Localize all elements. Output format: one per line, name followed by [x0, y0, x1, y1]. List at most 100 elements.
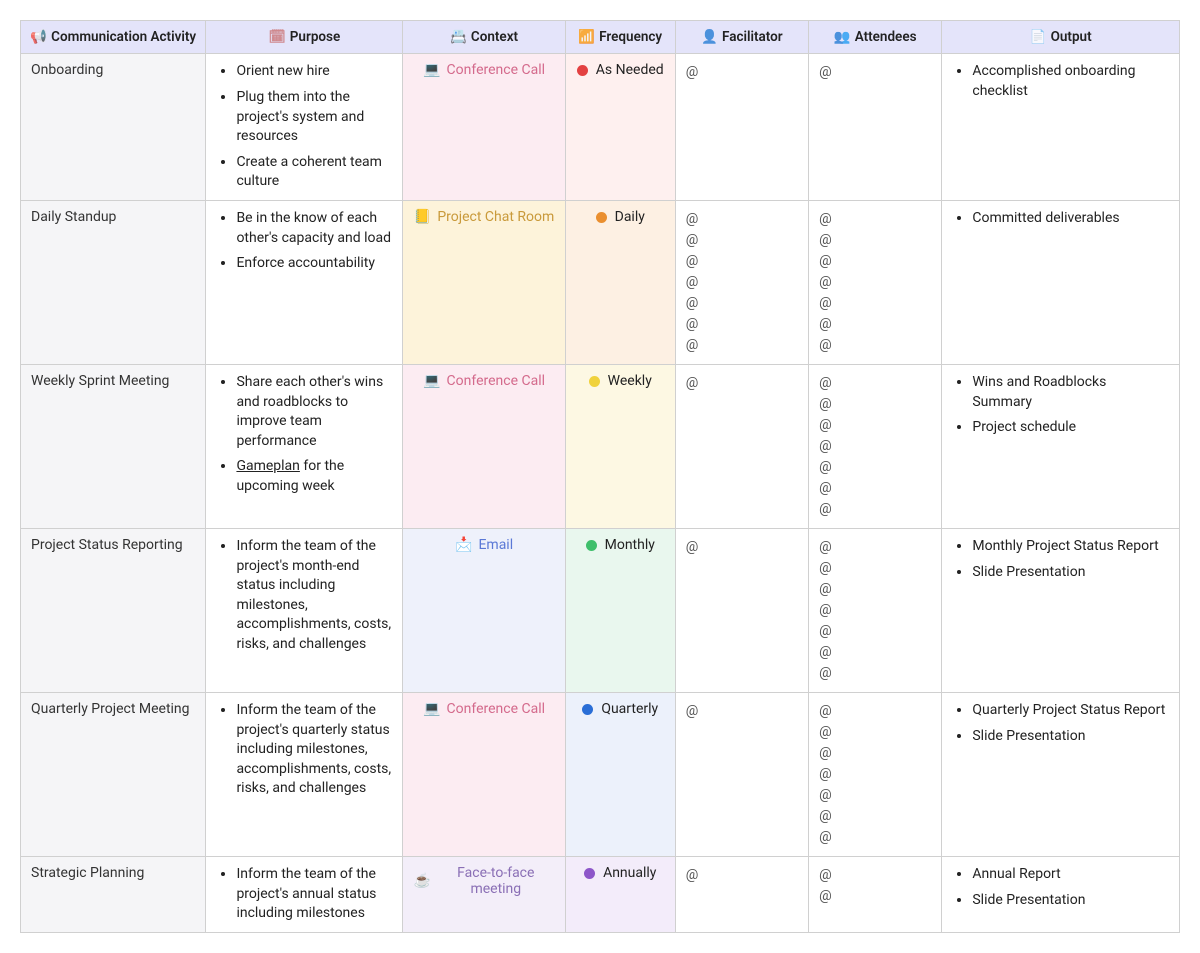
mention-placeholder[interactable]: @ [819, 701, 931, 722]
attendees-cell: @ [809, 54, 942, 201]
purpose-item: Inform the team of the project's quarter… [236, 701, 392, 799]
mention-placeholder[interactable]: @ [819, 722, 931, 743]
facilitator-cell: @ [675, 529, 808, 693]
frequency-cell: Monthly [565, 529, 675, 693]
context-label: Face-to-face meeting [437, 865, 555, 897]
column-header[interactable]: 📄Output [942, 21, 1180, 54]
mention-placeholder[interactable]: @ [819, 886, 931, 907]
mention-placeholder[interactable]: @ [819, 579, 931, 600]
output-item: Annual Report [972, 865, 1169, 885]
activity-cell: Quarterly Project Meeting [21, 693, 206, 857]
column-header[interactable]: 👤Facilitator [675, 21, 808, 54]
mention-placeholder[interactable]: @ [819, 785, 931, 806]
facilitator-cell: @ [675, 365, 808, 529]
mention-placeholder[interactable]: @ [819, 394, 931, 415]
frequency-cell: As Needed [565, 54, 675, 201]
mention-placeholder[interactable]: @ [686, 272, 798, 293]
mention-placeholder[interactable]: @ [686, 251, 798, 272]
mention-placeholder[interactable]: @ [819, 415, 931, 436]
context-cell: 💻Conference Call [403, 54, 565, 201]
activity-cell: Strategic Planning [21, 857, 206, 933]
purpose-cell: Be in the know of each other's capacity … [206, 201, 403, 365]
context-cell: 📒Project Chat Room [403, 201, 565, 365]
purpose-item: Create a coherent team culture [236, 153, 392, 192]
context-label: Conference Call [447, 701, 546, 717]
frequency-label: Monthly [605, 537, 655, 553]
mention-placeholder[interactable]: @ [686, 865, 798, 886]
mention-placeholder[interactable]: @ [686, 373, 798, 394]
table-row: Project Status ReportingInform the team … [21, 529, 1180, 693]
mention-placeholder[interactable]: @ [819, 478, 931, 499]
mention-placeholder[interactable]: @ [819, 743, 931, 764]
mention-placeholder[interactable]: @ [819, 499, 931, 520]
output-item: Accomplished onboarding checklist [972, 62, 1169, 101]
mention-placeholder[interactable]: @ [819, 865, 931, 886]
mention-placeholder[interactable]: @ [686, 62, 798, 83]
column-header[interactable]: 👥Attendees [809, 21, 942, 54]
mention-placeholder[interactable]: @ [686, 314, 798, 335]
mention-placeholder[interactable]: @ [686, 335, 798, 356]
mention-placeholder[interactable]: @ [819, 62, 931, 83]
mention-placeholder[interactable]: @ [819, 642, 931, 663]
frequency-label: Annually [603, 865, 656, 881]
mention-placeholder[interactable]: @ [819, 209, 931, 230]
column-header[interactable]: 📇Context [403, 21, 565, 54]
column-header[interactable]: 📢Communication Activity [21, 21, 206, 54]
mention-placeholder[interactable]: @ [819, 436, 931, 457]
header-icon: 📶 [578, 29, 595, 45]
mention-placeholder[interactable]: @ [819, 621, 931, 642]
mention-placeholder[interactable]: @ [819, 663, 931, 684]
context-icon: 💻 [423, 373, 440, 389]
mention-placeholder[interactable]: @ [819, 764, 931, 785]
purpose-item: Plug them into the project's system and … [236, 88, 392, 147]
output-cell: Quarterly Project Status Report Slide Pre… [942, 693, 1180, 857]
header-icon: 📄 [1030, 29, 1047, 45]
mention-placeholder[interactable]: @ [819, 537, 931, 558]
mention-placeholder[interactable]: @ [819, 827, 931, 848]
output-item: Quarterly Project Status Report [972, 701, 1169, 721]
mention-placeholder[interactable]: @ [819, 806, 931, 827]
frequency-dot [584, 868, 595, 879]
attendees-cell: @@@@@@@ [809, 365, 942, 529]
header-label: Attendees [855, 29, 917, 45]
mention-placeholder[interactable]: @ [819, 251, 931, 272]
activity-cell: Project Status Reporting [21, 529, 206, 693]
mention-placeholder[interactable]: @ [686, 209, 798, 230]
context-icon: 📒 [414, 209, 431, 225]
mention-placeholder[interactable]: @ [819, 230, 931, 251]
mention-placeholder[interactable]: @ [819, 600, 931, 621]
header-icon: 👤 [701, 29, 718, 45]
column-header[interactable]: 🗓Purpose [206, 21, 403, 54]
context-label: Conference Call [447, 62, 546, 78]
facilitator-cell: @ [675, 693, 808, 857]
output-cell: Monthly Project Status Report Slide Prese… [942, 529, 1180, 693]
attendees-cell: @@ [809, 857, 942, 933]
frequency-label: Daily [615, 209, 645, 225]
mention-placeholder[interactable]: @ [819, 293, 931, 314]
mention-placeholder[interactable]: @ [819, 373, 931, 394]
facilitator-cell: @ [675, 54, 808, 201]
output-item: Slide Presentation [972, 727, 1169, 747]
purpose-cell: Inform the team of the project's annual … [206, 857, 403, 933]
frequency-label: Weekly [608, 373, 652, 389]
mention-placeholder[interactable]: @ [819, 335, 931, 356]
activity-cell: Onboarding [21, 54, 206, 201]
table-row: Quarterly Project Meeting Inform the team… [21, 693, 1180, 857]
mention-placeholder[interactable]: @ [819, 314, 931, 335]
attendees-cell: @@@@@@@ [809, 529, 942, 693]
communication-plan-table-wrapper: 📢Communication Activity🗓Purpose📇Context📶… [20, 20, 1180, 933]
mention-placeholder[interactable]: @ [686, 537, 798, 558]
context-icon: ☕ [413, 873, 430, 889]
mention-placeholder[interactable]: @ [686, 293, 798, 314]
output-item: Project schedule [972, 418, 1169, 438]
mention-placeholder[interactable]: @ [686, 701, 798, 722]
header-icon: 👥 [834, 29, 851, 45]
output-item: Monthly Project Status Report [972, 537, 1169, 557]
output-item: Slide Presentation [972, 563, 1169, 583]
mention-placeholder[interactable]: @ [686, 230, 798, 251]
mention-placeholder[interactable]: @ [819, 272, 931, 293]
purpose-item: Be in the know of each other's capacity … [236, 209, 392, 248]
mention-placeholder[interactable]: @ [819, 558, 931, 579]
column-header[interactable]: 📶Frequency [565, 21, 675, 54]
mention-placeholder[interactable]: @ [819, 457, 931, 478]
